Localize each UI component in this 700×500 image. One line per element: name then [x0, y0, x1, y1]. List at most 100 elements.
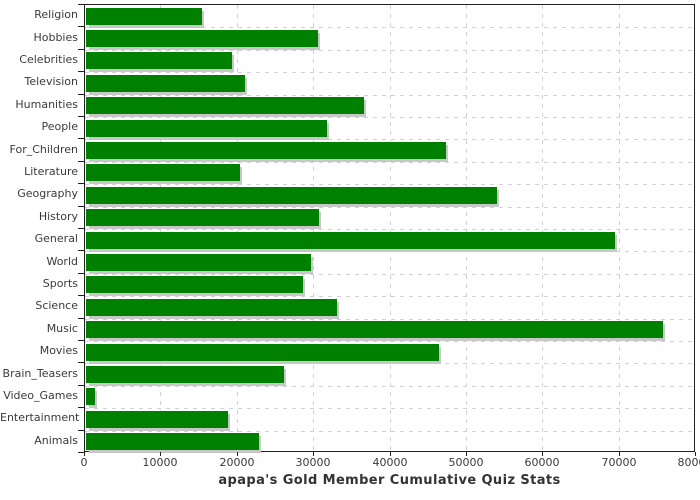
x-tick-label: 50000: [448, 456, 484, 469]
gridline-horizontal: [85, 274, 694, 275]
gridline-horizontal: [85, 184, 694, 185]
gridline-horizontal: [85, 319, 694, 320]
y-axis-tick: [78, 138, 84, 139]
category-label: Movies: [39, 344, 78, 357]
category-label: Science: [35, 299, 78, 312]
x-tick-label: 40000: [372, 456, 408, 469]
bar: [86, 52, 232, 70]
y-axis-tick: [78, 183, 84, 184]
y-axis-tick: [78, 116, 84, 117]
gridline-horizontal: [85, 408, 694, 409]
category-label: Television: [24, 75, 79, 88]
y-axis-tick: [78, 206, 84, 207]
gridline-horizontal: [85, 117, 694, 118]
x-axis-tick: [313, 452, 314, 456]
chart-title: apapa's Gold Member Cumulative Quiz Stat…: [218, 473, 561, 488]
gridline-vertical: [465, 5, 467, 451]
gridline-horizontal: [85, 95, 694, 96]
category-label: Animals: [34, 434, 78, 447]
x-axis-tick: [542, 452, 543, 456]
bar: [86, 321, 663, 339]
gridline-horizontal: [85, 27, 694, 28]
category-label: Sports: [42, 277, 78, 290]
y-axis-tick: [78, 452, 84, 453]
y-axis-tick: [78, 26, 84, 27]
bar: [86, 298, 337, 316]
x-axis-tick: [84, 452, 85, 456]
category-label: Religion: [34, 8, 78, 21]
category-label: Literature: [24, 165, 78, 178]
x-axis-tick: [237, 452, 238, 456]
bar: [86, 209, 319, 227]
gridline-horizontal: [85, 431, 694, 432]
category-label: General: [34, 232, 78, 245]
x-axis-tick: [466, 452, 467, 456]
y-axis-tick: [78, 385, 84, 386]
bar: [86, 253, 312, 271]
category-label: Entertainment: [0, 411, 80, 424]
bar: [86, 141, 447, 159]
bar: [86, 97, 364, 115]
gridline-horizontal: [85, 251, 694, 252]
x-axis-tick: [160, 452, 161, 456]
bar: [86, 343, 439, 361]
y-axis-tick: [78, 49, 84, 50]
x-axis-tick: [390, 452, 391, 456]
category-label: Humanities: [15, 98, 78, 111]
gridline-horizontal: [85, 50, 694, 51]
y-axis-tick: [78, 250, 84, 251]
category-label: People: [41, 120, 78, 133]
category-label: Music: [46, 322, 78, 335]
bar: [86, 231, 616, 249]
y-axis-tick: [78, 362, 84, 363]
bar: [86, 433, 260, 451]
x-tick-label: 20000: [219, 456, 255, 469]
y-axis-tick: [78, 161, 84, 162]
plot-area: [84, 4, 695, 454]
x-axis-tick: [695, 452, 696, 456]
gridline-vertical: [389, 5, 391, 451]
y-axis-tick: [78, 228, 84, 229]
gridline-horizontal: [85, 229, 694, 230]
bar: [86, 29, 319, 47]
y-axis-tick: [78, 407, 84, 408]
y-axis-tick: [78, 340, 84, 341]
gridline-horizontal: [85, 386, 694, 387]
x-tick-label: 80000: [677, 456, 700, 469]
bar: [86, 74, 245, 92]
y-axis-tick: [78, 430, 84, 431]
gridline-vertical: [618, 5, 620, 451]
gridline-horizontal: [85, 139, 694, 140]
bar: [86, 7, 203, 25]
y-axis-tick: [78, 71, 84, 72]
bar: [86, 164, 240, 182]
category-label: World: [46, 255, 78, 268]
bar: [86, 276, 303, 294]
y-axis-tick: [78, 295, 84, 296]
x-axis-tick: [619, 452, 620, 456]
category-label: Hobbies: [33, 31, 78, 44]
x-tick-label: 60000: [524, 456, 560, 469]
category-label: For_Children: [9, 143, 78, 156]
y-axis-tick: [78, 273, 84, 274]
y-axis-tick: [78, 94, 84, 95]
category-label: History: [38, 210, 78, 223]
category-label: Celebrities: [19, 53, 78, 66]
gridline-horizontal: [85, 207, 694, 208]
bar: [86, 365, 284, 383]
gridline-horizontal: [85, 296, 694, 297]
category-label: Video_Games: [3, 389, 78, 402]
bar: [86, 119, 328, 137]
y-axis-tick: [78, 318, 84, 319]
gridline-horizontal: [85, 363, 694, 364]
y-axis-tick: [78, 4, 84, 5]
gridline-vertical: [542, 5, 544, 451]
x-tick-label: 70000: [601, 456, 637, 469]
gridline-horizontal: [85, 341, 694, 342]
bar: [86, 410, 229, 428]
x-tick-label: 10000: [142, 456, 178, 469]
bar: [86, 186, 497, 204]
x-tick-label: 30000: [295, 456, 331, 469]
gridline-horizontal: [85, 162, 694, 163]
